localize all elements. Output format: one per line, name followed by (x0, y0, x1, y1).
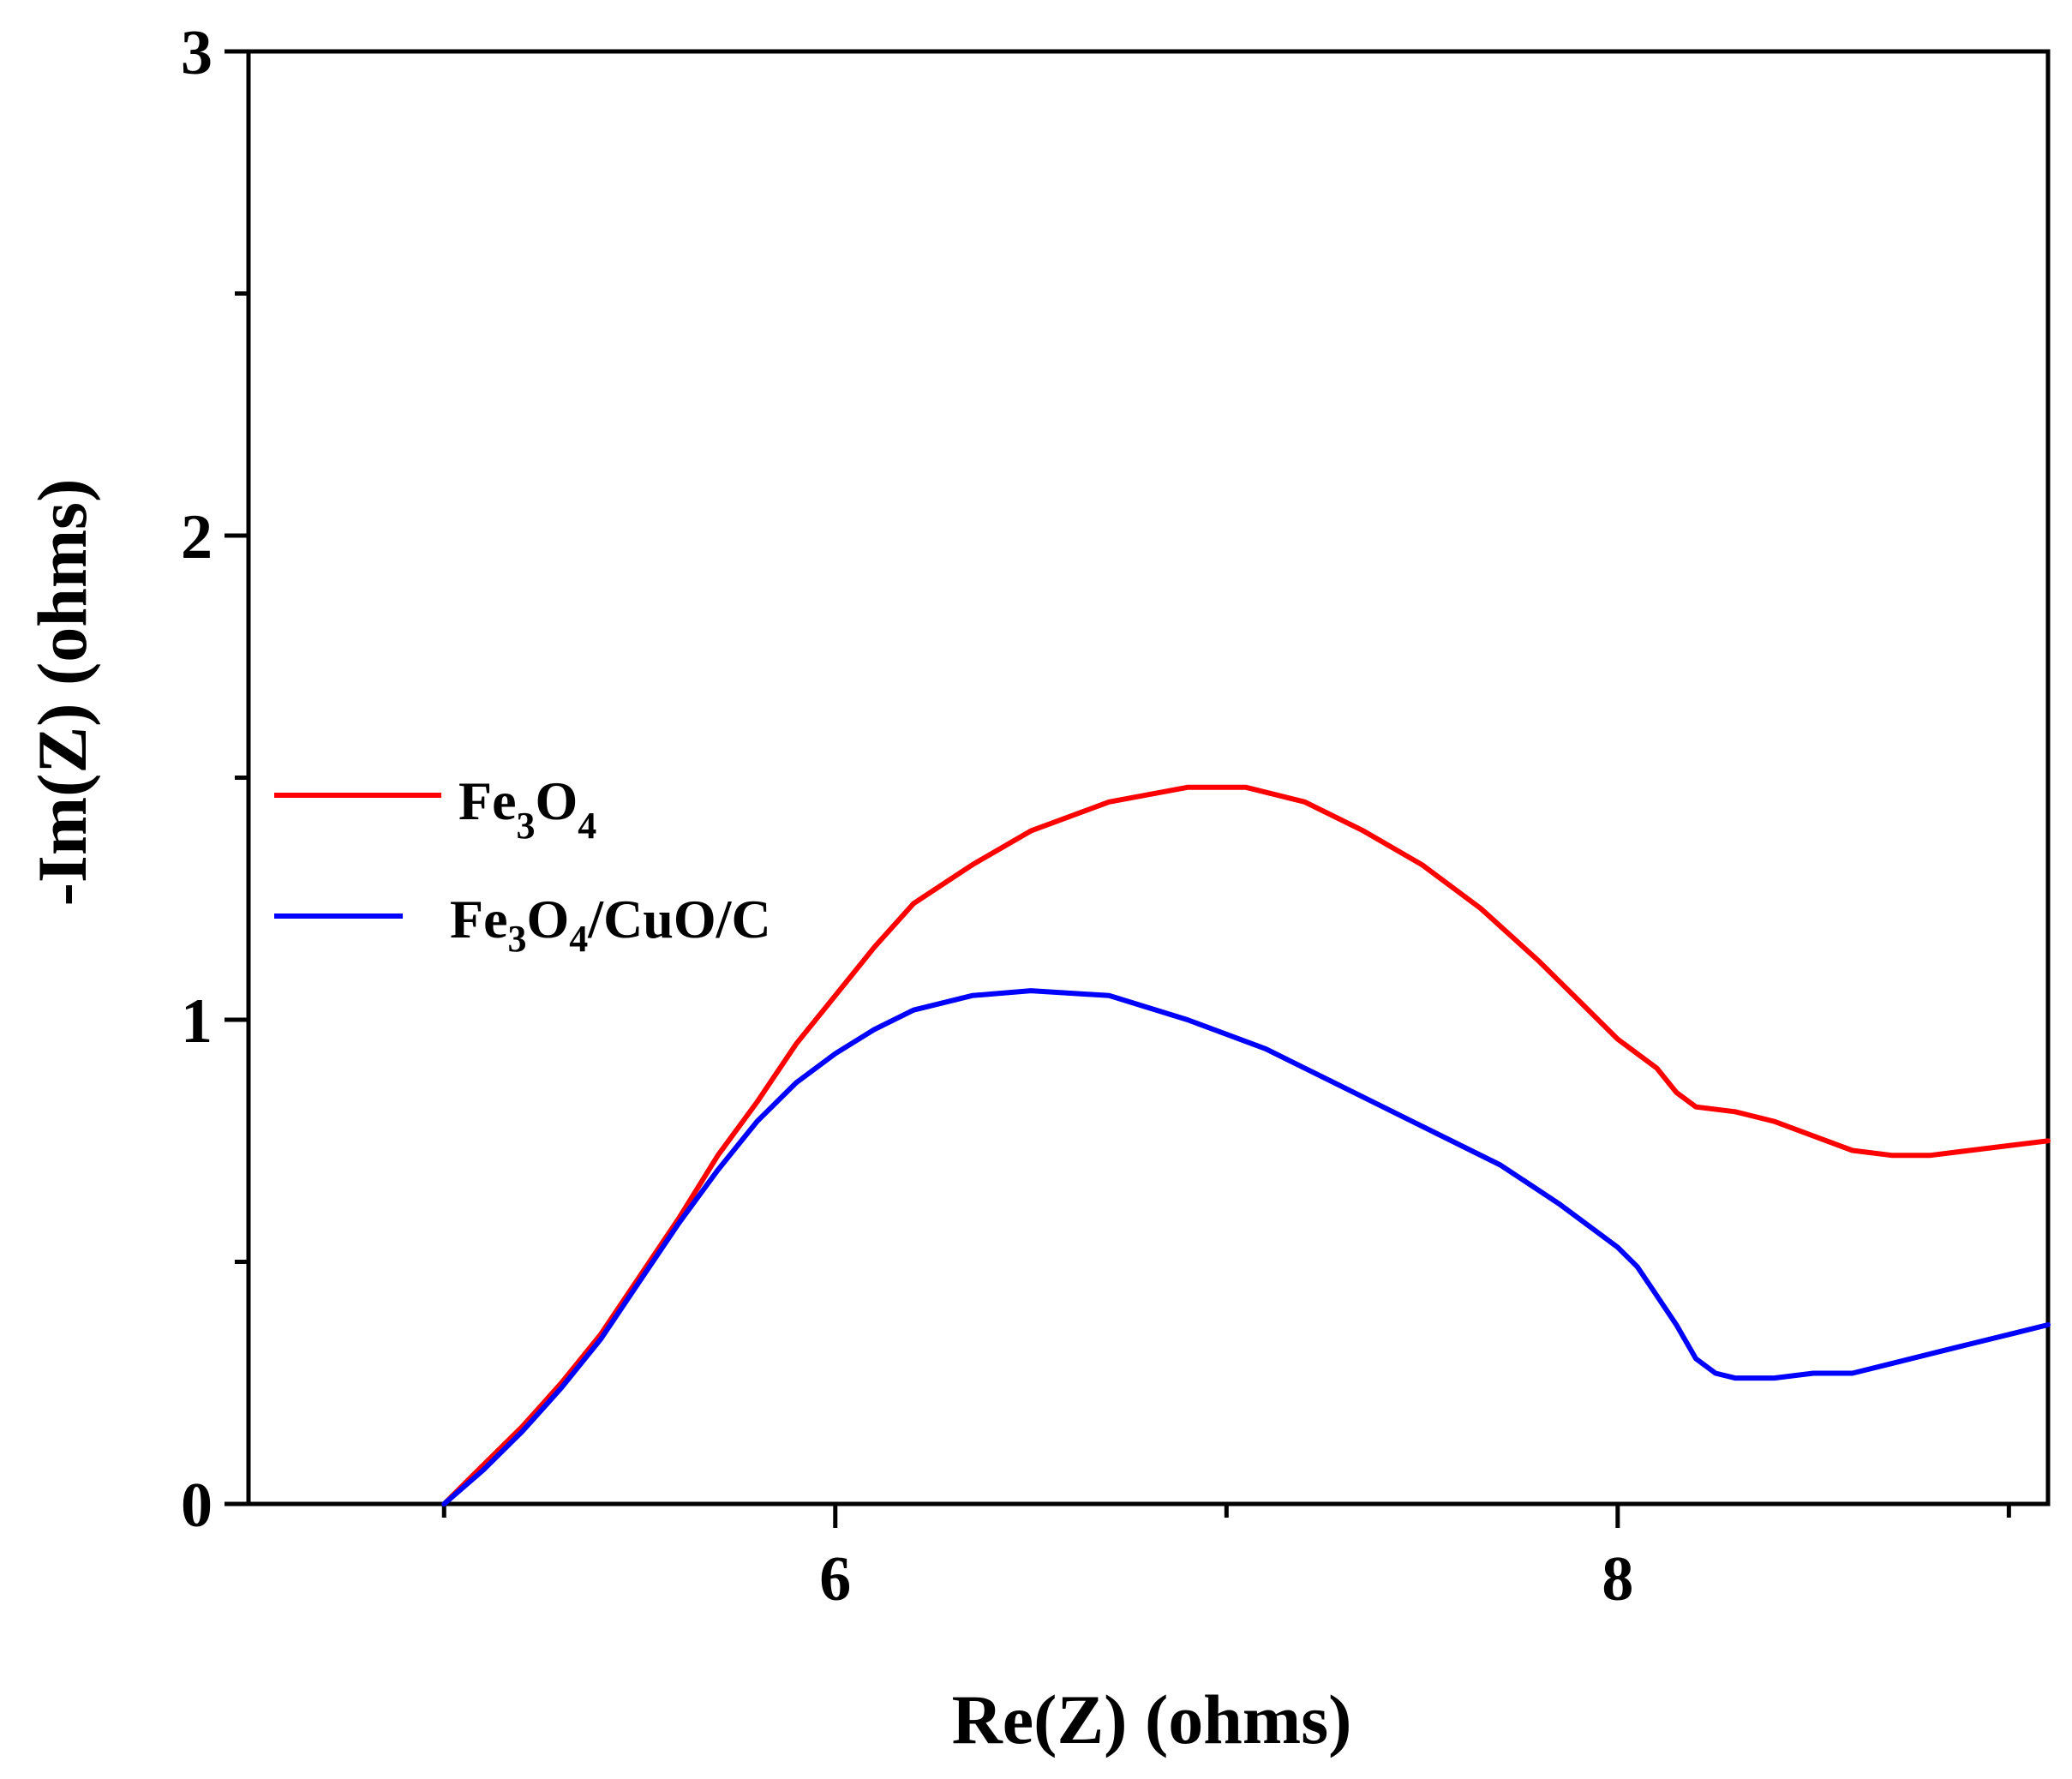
series-line-fe3o4 (441, 784, 2051, 1506)
x-tick-label-1: 8 (1602, 1544, 1633, 1614)
y-tick-label-3: 3 (181, 18, 213, 88)
y-tick-label-1: 1 (181, 986, 213, 1057)
x-axis-title: Re(Z) (ohms) (952, 1680, 1352, 1758)
plot-frame (246, 49, 2051, 1506)
y-axis-title: -Im(Z) (ohms) (23, 479, 101, 907)
legend: Fe3O4 Fe3O4/CuO/C (274, 770, 771, 960)
y-tick-label-0: 0 (181, 1471, 213, 1541)
legend-label-fe3o4: Fe3O4 (458, 770, 596, 847)
y-tick-label-2: 2 (181, 502, 213, 572)
x-tick-label-0: 6 (819, 1544, 851, 1614)
legend-label-fe3o4-cuo-c: Fe3O4/CuO/C (450, 889, 771, 960)
series-line-fe3o4-cuo-c (441, 988, 2051, 1506)
plot-area: 0 1 2 3 6 8 (181, 18, 2051, 1614)
